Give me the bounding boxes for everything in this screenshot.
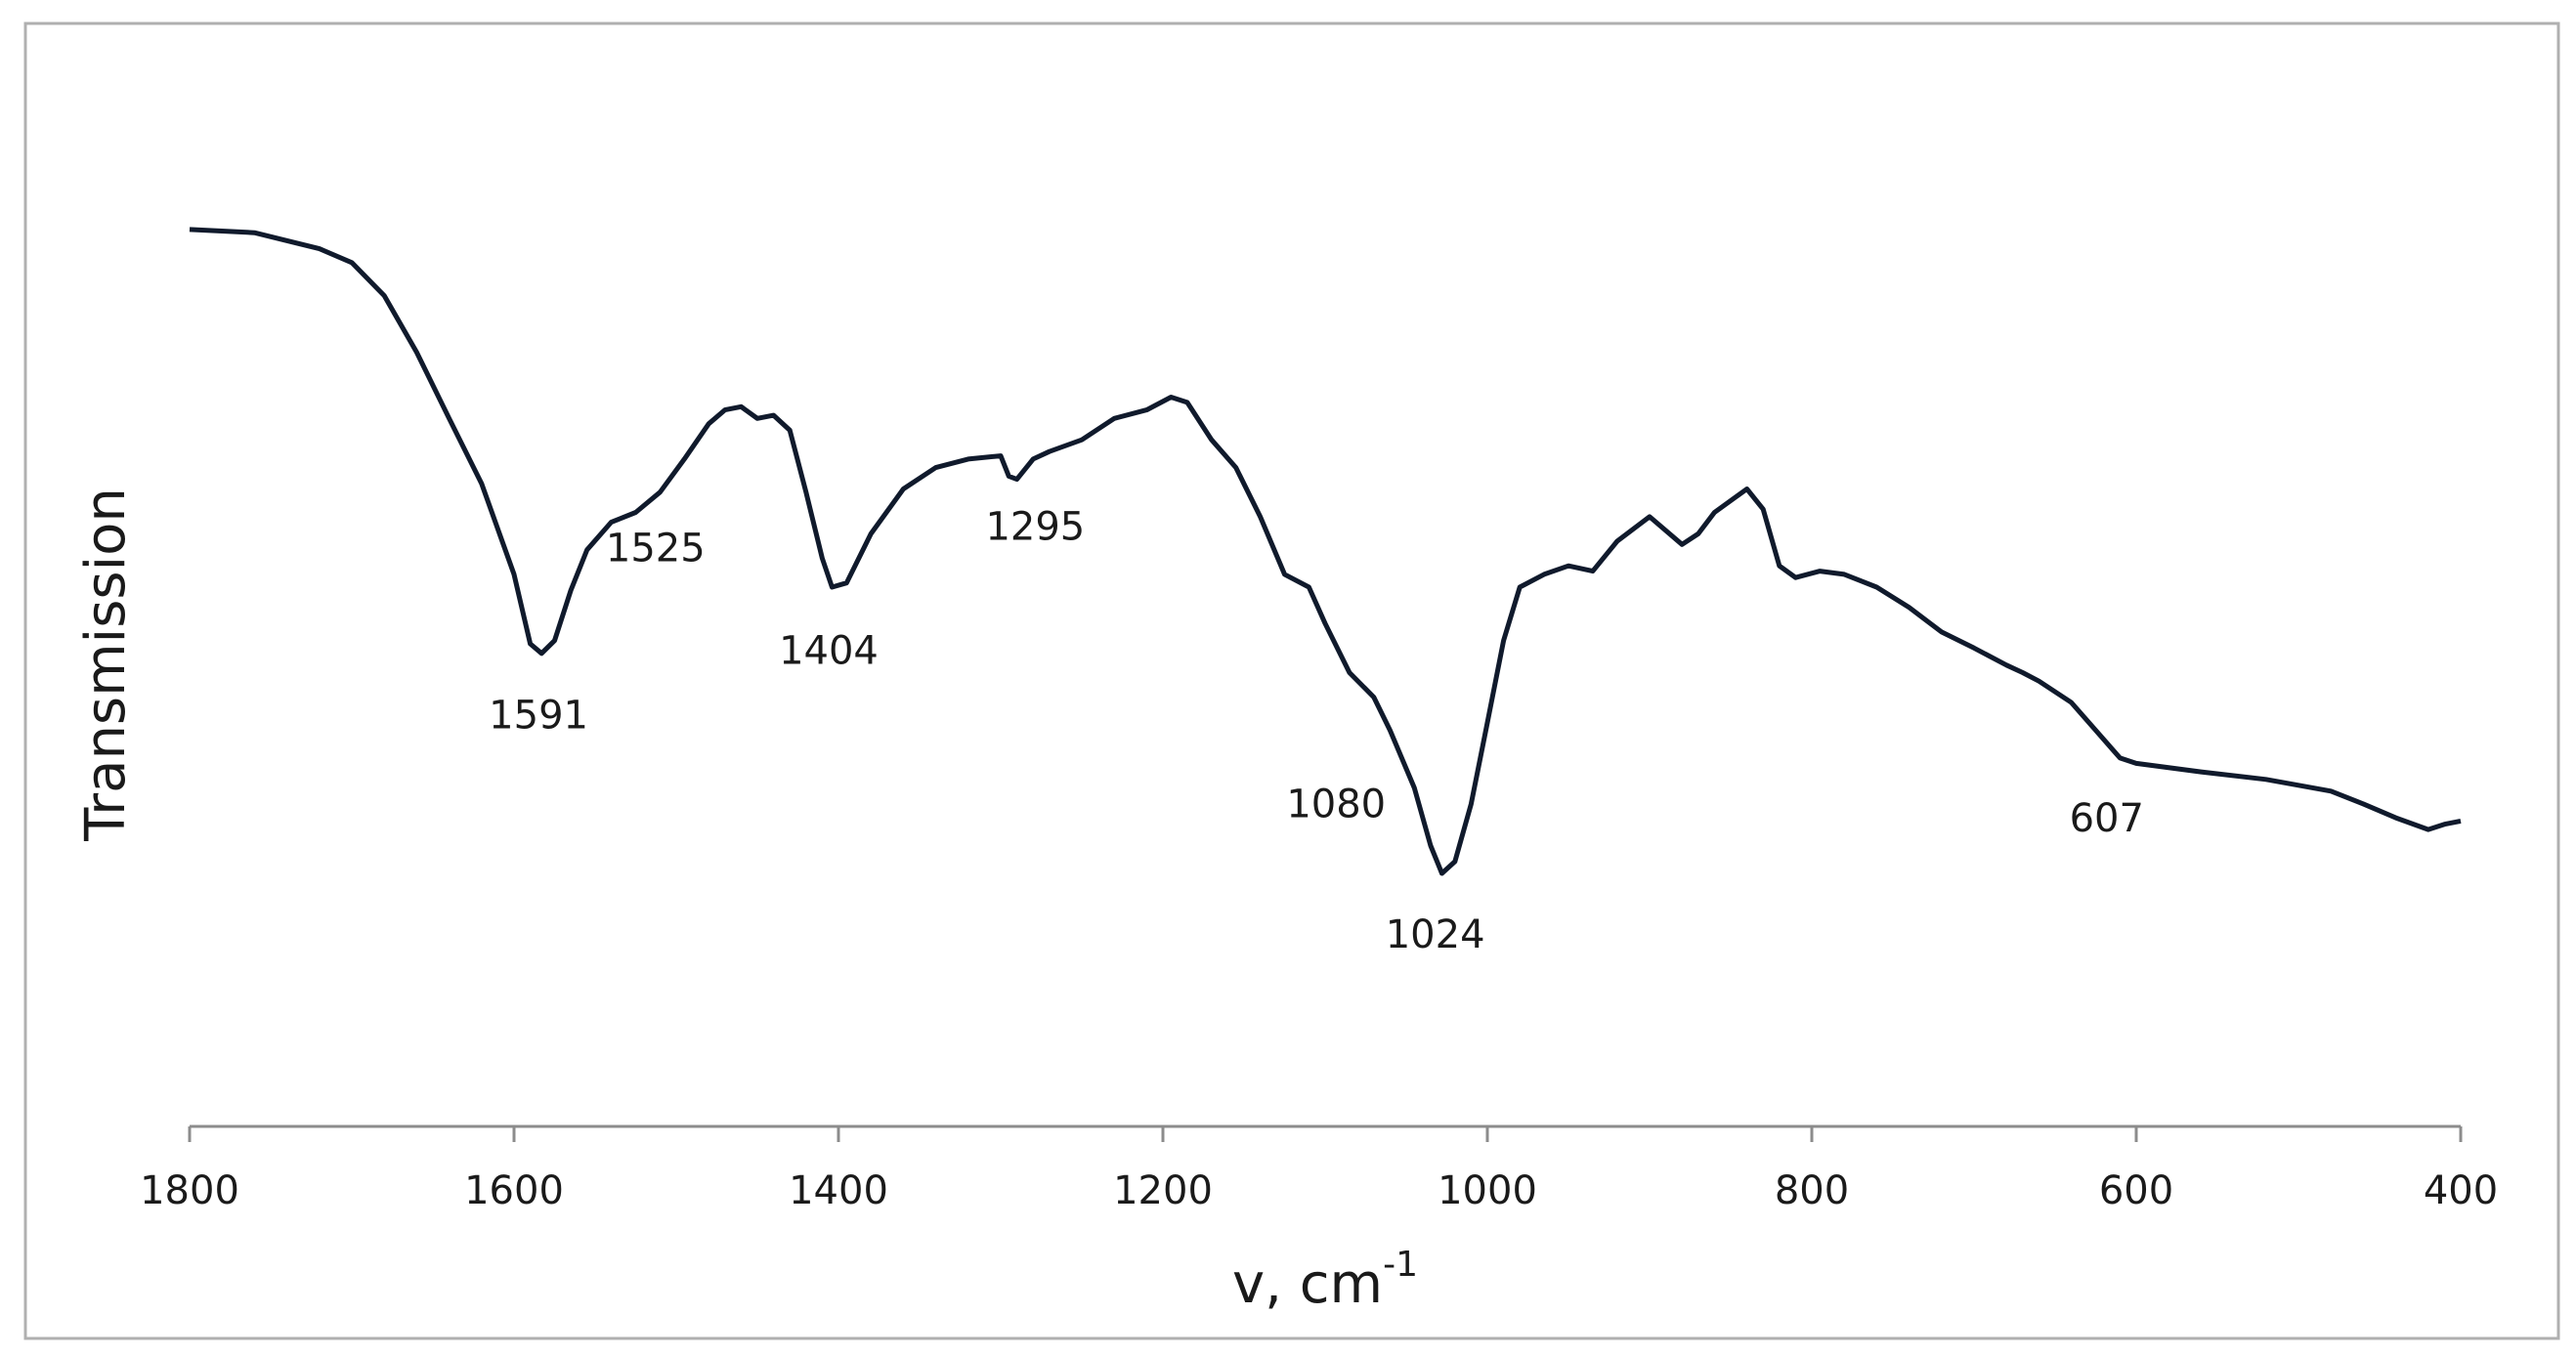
y-axis-title: Transmission bbox=[74, 487, 138, 842]
x-tick-label: 1000 bbox=[1438, 1168, 1537, 1213]
x-tick-label: 1200 bbox=[1113, 1168, 1213, 1213]
x-axis-title: v, cm-1 bbox=[1232, 1245, 1418, 1316]
peak-label: 1591 bbox=[489, 694, 588, 739]
peak-label: 1080 bbox=[1286, 782, 1386, 826]
x-axis-title-sup: -1 bbox=[1383, 1245, 1418, 1285]
peak-label: 607 bbox=[2070, 796, 2144, 841]
chart-frame bbox=[23, 21, 2560, 1340]
x-tick-label: 400 bbox=[2424, 1168, 2498, 1213]
x-axis-title-main: v, cm bbox=[1232, 1252, 1383, 1316]
peak-label: 1024 bbox=[1386, 912, 1485, 957]
x-tick-label: 1800 bbox=[140, 1168, 239, 1213]
peak-label: 1525 bbox=[606, 526, 706, 571]
x-tick-label: 600 bbox=[2099, 1168, 2173, 1213]
x-tick-label: 1400 bbox=[789, 1168, 888, 1213]
peak-label: 1404 bbox=[779, 629, 879, 674]
peak-label: 1295 bbox=[985, 504, 1085, 549]
x-tick-label: 800 bbox=[1775, 1168, 1849, 1213]
spectrum-line bbox=[189, 227, 2462, 876]
x-tick-label: 1600 bbox=[464, 1168, 564, 1213]
